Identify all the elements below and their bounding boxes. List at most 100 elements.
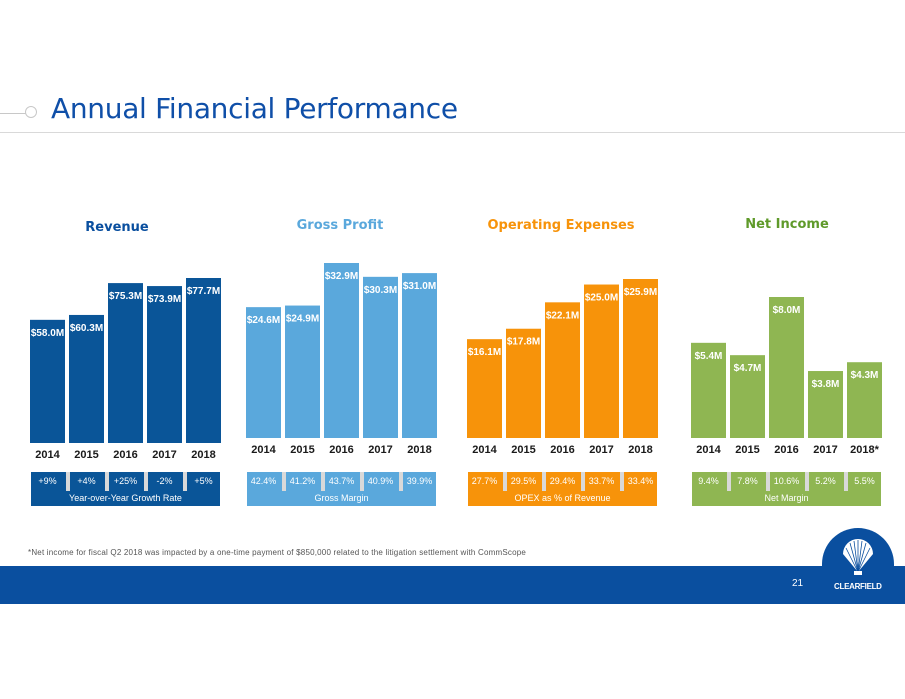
revenue-bar-label: $77.7M — [187, 286, 220, 297]
gross-profit-bar — [363, 276, 398, 438]
net-income-bar — [691, 342, 726, 438]
net-income-bar-label: $8.0M — [773, 305, 801, 316]
revenue-bar-label: $73.9M — [148, 294, 181, 305]
gross-profit-strip-value: 40.9% — [368, 476, 394, 486]
opex-bar — [467, 339, 502, 438]
net-income-x-tick-label: 2018* — [850, 444, 879, 456]
opex-bar — [545, 302, 580, 438]
gross-profit-bar — [246, 307, 281, 438]
gross-profit-bar — [324, 263, 359, 438]
gross-profit-bar-label: $32.9M — [325, 271, 358, 282]
revenue-strip-separator — [144, 472, 148, 491]
clearfield-logo-text: CLEARFIELD — [834, 582, 882, 591]
net-income-chart-title: Net Income — [745, 217, 829, 232]
revenue-strip-label: Year-over-Year Growth Rate — [69, 493, 182, 503]
gross-profit-strip-value: 43.7% — [329, 476, 355, 486]
net-income-bar-label: $4.7M — [734, 363, 762, 374]
opex-bar — [623, 279, 658, 438]
gross-profit-strip-separator — [321, 472, 325, 491]
title-divider — [0, 132, 905, 133]
gross-profit-x-tick-label: 2017 — [368, 444, 392, 456]
net-income-strip-value: 7.8% — [737, 476, 758, 486]
revenue-strip-value: -2% — [156, 476, 172, 486]
net-income-strip-value: 9.4% — [698, 476, 719, 486]
gross-profit-strip-separator — [360, 472, 364, 491]
revenue-x-tick-label: 2016 — [113, 449, 137, 461]
opex-bar — [506, 328, 541, 438]
opex-x-tick-label: 2014 — [472, 444, 497, 456]
opex-bar-label: $25.9M — [624, 287, 657, 298]
opex-strip-separator — [503, 472, 507, 491]
opex-x-tick-label: 2016 — [550, 444, 574, 456]
gross-profit-strip-value: 42.4% — [251, 476, 277, 486]
gross-profit-bar-label: $24.6M — [247, 315, 280, 326]
opex-strip-value: 27.7% — [472, 476, 498, 486]
opex-strip-label: OPEX as % of Revenue — [514, 493, 610, 503]
net-income-chart: $5.4M 2014 $4.7M 2015 $8.0M 2016 $3.8M 2017 $4.3… — [691, 297, 882, 506]
net-income-bar-label: $3.8M — [812, 379, 840, 390]
gross-profit-strip-label: Gross Margin — [314, 493, 368, 503]
net-income-strip-value: 5.2% — [815, 476, 836, 486]
opex-strip-separator — [581, 472, 585, 491]
gross-profit-strip-separator — [399, 472, 403, 491]
revenue-chart-title: Revenue — [85, 220, 149, 235]
charts-canvas: $58.0M 2014 $60.3M 2015 $75.3M 2016 $73.9M 2017… — [30, 263, 882, 506]
opex-strip-separator — [620, 472, 624, 491]
revenue-bar — [108, 283, 143, 443]
net-income-x-tick-label: 2015 — [735, 444, 759, 456]
gross-profit-strip-value: 39.9% — [407, 476, 433, 486]
gross-profit-chart: $24.6M 2014 $24.9M 2015 $32.9M 2016 $30.3M 2017… — [246, 263, 437, 506]
revenue-bar-label: $60.3M — [70, 323, 103, 334]
opex-x-tick-label: 2018 — [628, 444, 652, 456]
opex-bar-label: $22.1M — [546, 310, 579, 321]
opex-strip-value: 33.7% — [589, 476, 615, 486]
revenue-x-tick-label: 2015 — [74, 449, 98, 461]
net-income-x-tick-label: 2016 — [774, 444, 798, 456]
gross-profit-bar — [285, 305, 320, 438]
net-income-strip-separator — [805, 472, 809, 491]
opex-strip-separator — [542, 472, 546, 491]
gross-profit-strip-value: 41.2% — [290, 476, 316, 486]
opex-bar-label: $16.1M — [468, 347, 501, 358]
gross-profit-x-tick-label: 2018 — [407, 444, 431, 456]
gross-profit-chart-title: Gross Profit — [296, 218, 384, 233]
opex-bar — [584, 284, 619, 438]
page-title: Annual Financial Performance — [51, 92, 458, 125]
net-income-strip-separator — [766, 472, 770, 491]
gross-profit-metric-strip — [247, 472, 436, 506]
opex-x-tick-label: 2015 — [511, 444, 535, 456]
net-income-x-tick-label: 2017 — [813, 444, 837, 456]
revenue-strip-value: +4% — [77, 476, 95, 486]
revenue-strip-value: +9% — [38, 476, 56, 486]
revenue-bar-label: $75.3M — [109, 291, 142, 302]
opex-strip-value: 33.4% — [628, 476, 654, 486]
net-income-metric-strip — [692, 472, 881, 506]
revenue-bar — [69, 314, 104, 443]
gross-profit-bar-label: $31.0M — [403, 281, 436, 292]
opex-chart-title: Operating Expenses — [487, 218, 635, 233]
gross-profit-x-tick-label: 2016 — [329, 444, 353, 456]
net-income-x-tick-label: 2014 — [696, 444, 721, 456]
gross-profit-x-tick-label: 2014 — [251, 444, 276, 456]
opex-bar-label: $17.8M — [507, 337, 540, 348]
opex-strip-value: 29.4% — [550, 476, 576, 486]
opex-strip-value: 29.5% — [511, 476, 537, 486]
gross-profit-strip-separator — [282, 472, 286, 491]
net-income-strip-label: Net Margin — [764, 493, 808, 503]
net-income-bar — [769, 297, 804, 438]
footnote: *Net income for fiscal Q2 2018 was impac… — [28, 548, 527, 557]
revenue-x-tick-label: 2017 — [152, 449, 176, 461]
net-income-bar-label: $5.4M — [695, 351, 723, 362]
gross-profit-bar-label: $30.3M — [364, 285, 397, 296]
revenue-metric-strip — [31, 472, 220, 506]
net-income-strip-value: 10.6% — [774, 476, 800, 486]
revenue-bar — [186, 278, 221, 443]
net-income-bar-label: $4.3M — [851, 370, 879, 381]
gross-profit-bar-label: $24.9M — [286, 314, 319, 325]
revenue-strip-separator — [66, 472, 70, 491]
revenue-bar — [147, 286, 182, 443]
net-income-strip-value: 5.5% — [854, 476, 875, 486]
revenue-strip-value: +5% — [194, 476, 212, 486]
footer-band — [0, 566, 905, 604]
net-income-bar — [730, 355, 765, 438]
